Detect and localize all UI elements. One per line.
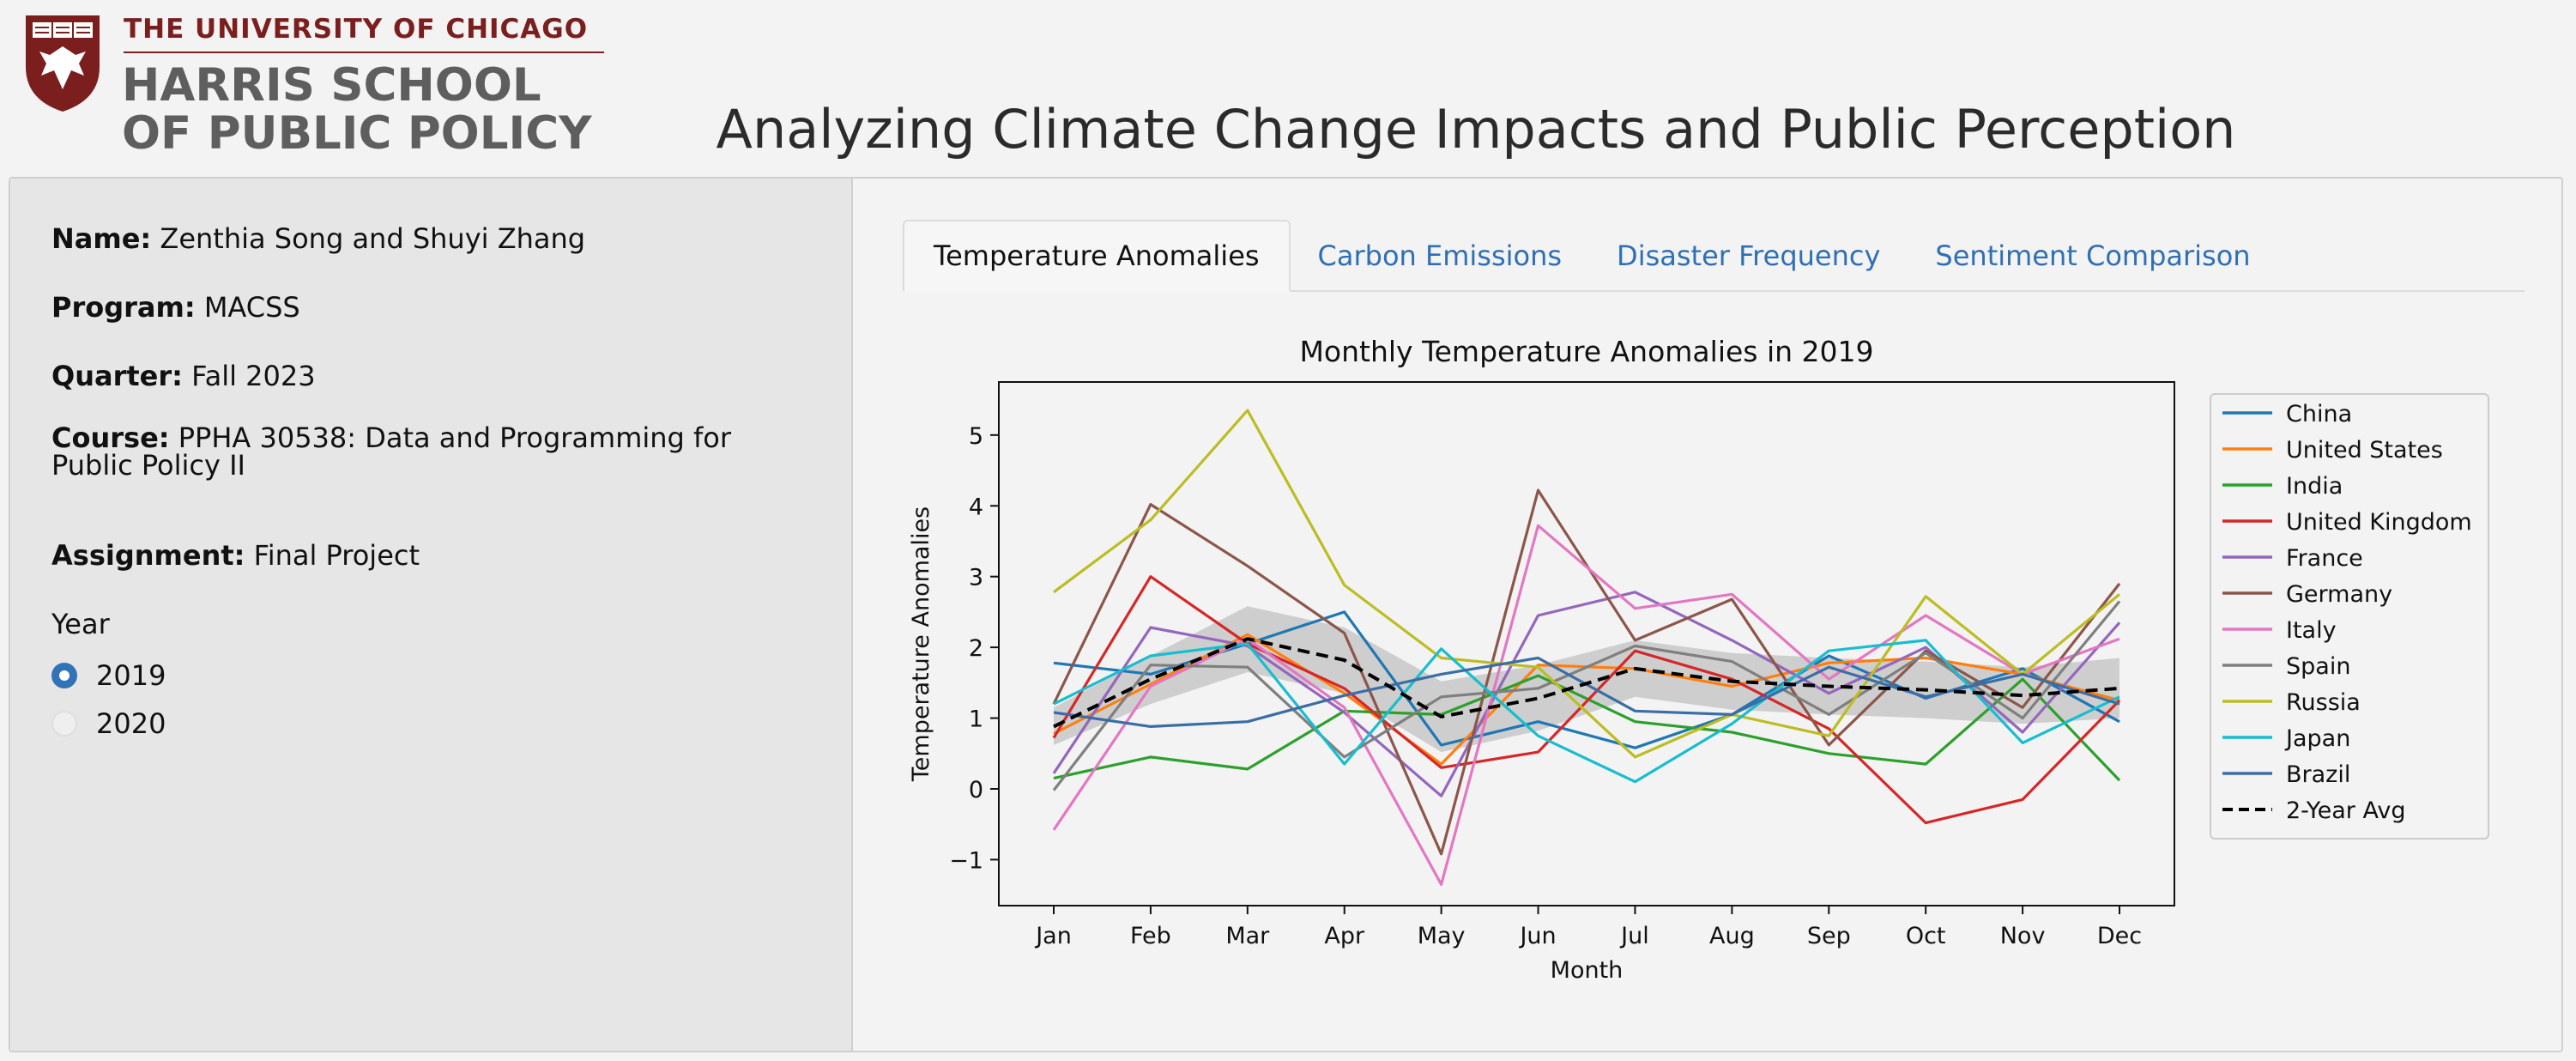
course-value: PPHA 30538: Data and Programming for Pub…: [51, 421, 732, 482]
x-tick-label: Feb: [1130, 923, 1171, 949]
x-tick-label: Jul: [1619, 923, 1649, 949]
school-name-line2: OF PUBLIC POLICY: [122, 107, 592, 160]
university-name: THE UNIVERSITY OF CHICAGO: [124, 14, 604, 53]
y-tick-label: 4: [969, 494, 983, 520]
legend-label: Spain: [2286, 653, 2350, 680]
legend-label: China: [2286, 401, 2352, 427]
tab-carbon-emissions[interactable]: Carbon Emissions: [1317, 239, 1563, 272]
page-title: Analyzing Climate Change Impacts and Pub…: [716, 98, 2236, 161]
y-tick-label: 3: [969, 565, 983, 591]
name-value: Zenthia Song and Shuyi Zhang: [160, 222, 586, 255]
program-label: Program:: [51, 291, 196, 324]
info-program: Program: MACSS: [51, 287, 807, 328]
assignment-label: Assignment:: [51, 539, 245, 572]
average-confidence-band: [1054, 606, 2119, 753]
series-line: [1052, 600, 2121, 791]
legend-label: 2-Year Avg: [2286, 797, 2405, 824]
year-label: Year: [51, 608, 110, 640]
chart-title: Monthly Temperature Anomalies in 2019: [1299, 335, 1873, 368]
series-line: [1053, 674, 2121, 782]
x-tick-label: May: [1418, 923, 1466, 949]
assignment-value: Final Project: [253, 539, 420, 572]
y-tick-label: −1: [949, 847, 983, 874]
y-tick-label: 0: [969, 777, 983, 803]
legend-label: United Kingdom: [2286, 509, 2472, 536]
tab-disaster-frequency[interactable]: Disaster Frequency: [1617, 239, 1881, 272]
content-frame: Name: Zenthia Song and Shuyi Zhang Progr…: [9, 177, 2563, 1052]
school-name-line1: HARRIS SCHOOL: [122, 59, 541, 112]
main-panel: Temperature Anomalies Carbon Emissions D…: [853, 179, 2561, 1051]
year-option-2020[interactable]: 2020: [51, 706, 166, 742]
y-axis-label: Temperature Anomalies: [908, 506, 934, 782]
x-tick-label: Mar: [1225, 923, 1270, 949]
university-crest-icon: [26, 15, 100, 112]
legend-label: Russia: [2286, 689, 2361, 716]
info-name: Name: Zenthia Song and Shuyi Zhang: [51, 218, 807, 259]
year-option-label: 2019: [96, 659, 166, 692]
tab-bar: Temperature Anomalies Carbon Emissions D…: [903, 220, 2525, 292]
series-line: [1053, 409, 2121, 759]
x-tick-label: Nov: [2000, 923, 2046, 949]
y-tick-label: 2: [969, 635, 983, 662]
program-value: MACSS: [203, 291, 300, 324]
y-tick-label: 1: [969, 706, 983, 733]
x-tick-label: Sep: [1807, 923, 1851, 949]
x-tick-label: Apr: [1324, 923, 1365, 949]
series-line: [1053, 637, 2120, 729]
legend-label: Brazil: [2286, 761, 2350, 788]
quarter-label: Quarter:: [51, 360, 183, 392]
sidebar: Name: Zenthia Song and Shuyi Zhang Progr…: [10, 179, 853, 1051]
header: THE UNIVERSITY OF CHICAGO HARRIS SCHOOL …: [0, 0, 2576, 176]
legend-label: Italy: [2286, 617, 2337, 644]
info-assignment: Assignment: Final Project: [51, 535, 807, 576]
legend-label: France: [2286, 545, 2363, 572]
x-tick-label: Dec: [2097, 923, 2142, 949]
school-name: HARRIS SCHOOL OF PUBLIC POLICY: [122, 62, 592, 158]
x-tick-label: Oct: [1906, 923, 1946, 949]
legend-label: Germany: [2286, 581, 2392, 608]
legend-box: [2210, 393, 2489, 840]
radio-unselected-icon[interactable]: [51, 711, 77, 737]
series-line: [1052, 575, 2121, 825]
plot-area-frame: [998, 381, 2175, 906]
x-tick-label: Aug: [1709, 923, 1755, 949]
x-tick-label: Jan: [1034, 923, 1072, 949]
course-label: Course:: [51, 421, 170, 454]
year-option-label: 2020: [96, 707, 166, 740]
y-tick-label: 5: [969, 423, 983, 450]
tab-temperature-anomalies[interactable]: Temperature Anomalies: [903, 220, 1291, 292]
chart-svg: Monthly Temperature Anomalies in 2019 −1 0…: [908, 335, 2489, 984]
info-course: Course: PPHA 30538: Data and Programming…: [51, 424, 807, 479]
legend-label: India: [2286, 473, 2343, 500]
name-label: Name:: [51, 222, 152, 255]
radio-selected-icon[interactable]: [51, 663, 77, 688]
x-axis-label: Month: [1551, 957, 1624, 984]
x-tick-label: Jun: [1518, 923, 1556, 949]
info-quarter: Quarter: Fall 2023: [51, 355, 807, 397]
tab-sentiment-comparison[interactable]: Sentiment Comparison: [1935, 239, 2251, 272]
legend-label: Japan: [2284, 725, 2350, 752]
temperature-anomalies-chart: Monthly Temperature Anomalies in 2019 −1 0…: [903, 329, 2533, 1016]
year-option-2019[interactable]: 2019: [51, 658, 166, 694]
university-logo[interactable]: THE UNIVERSITY OF CHICAGO HARRIS SCHOOL …: [24, 14, 625, 158]
quarter-value: Fall 2023: [191, 360, 316, 392]
legend-label: United States: [2286, 437, 2443, 464]
